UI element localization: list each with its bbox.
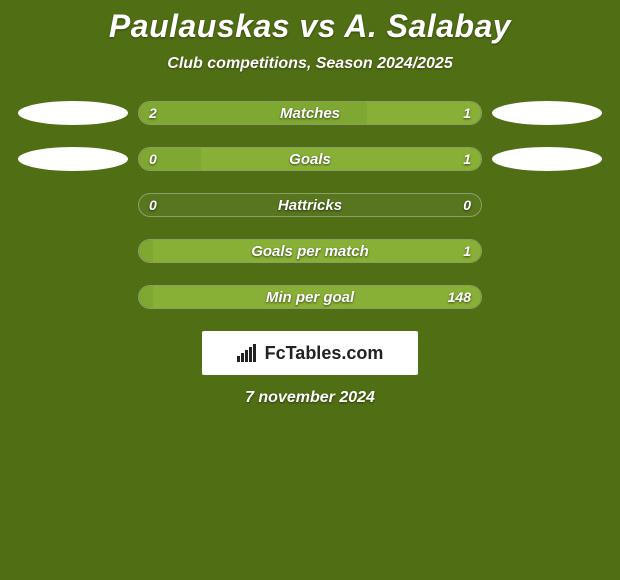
page-title: Paulauskas vs A. Salabay — [0, 8, 620, 45]
comparison-infographic: Paulauskas vs A. Salabay Club competitio… — [0, 0, 620, 407]
player-avatar-left — [18, 101, 128, 125]
subtitle: Club competitions, Season 2024/2025 — [0, 55, 620, 73]
stat-row: Min per goal 148 — [0, 285, 620, 309]
avatar-slot-right — [482, 285, 612, 309]
stat-label: Goals — [139, 148, 481, 170]
stats-rows: 2 Matches 1 0 Goals 1 — [0, 101, 620, 309]
stat-value-right: 0 — [463, 194, 471, 216]
avatar-slot-left — [8, 193, 138, 217]
stat-bar: 0 Hattricks 0 — [138, 193, 482, 217]
stat-label: Hattricks — [139, 194, 481, 216]
stat-value-right: 1 — [463, 148, 471, 170]
stat-bar: Min per goal 148 — [138, 285, 482, 309]
stat-value-right: 1 — [463, 102, 471, 124]
stat-value-right: 1 — [463, 240, 471, 262]
player-avatar-right — [492, 147, 602, 171]
avatar-slot-left — [8, 285, 138, 309]
player-avatar-right — [492, 101, 602, 125]
stat-row: 0 Goals 1 — [0, 147, 620, 171]
stat-value-right: 148 — [448, 286, 471, 308]
player-avatar-left — [18, 147, 128, 171]
chart-icon — [237, 344, 259, 362]
avatar-slot-right — [482, 101, 612, 125]
avatar-slot-right — [482, 239, 612, 263]
stat-bar: 0 Goals 1 — [138, 147, 482, 171]
stat-bar: Goals per match 1 — [138, 239, 482, 263]
stat-row: Goals per match 1 — [0, 239, 620, 263]
branding-badge: FcTables.com — [202, 331, 418, 375]
avatar-slot-left — [8, 101, 138, 125]
stat-label: Min per goal — [139, 286, 481, 308]
avatar-slot-left — [8, 147, 138, 171]
stat-row: 0 Hattricks 0 — [0, 193, 620, 217]
stat-bar: 2 Matches 1 — [138, 101, 482, 125]
branding-text: FcTables.com — [265, 343, 384, 364]
avatar-slot-right — [482, 147, 612, 171]
avatar-slot-left — [8, 239, 138, 263]
stat-label: Matches — [139, 102, 481, 124]
date-text: 7 november 2024 — [0, 389, 620, 407]
stat-row: 2 Matches 1 — [0, 101, 620, 125]
stat-label: Goals per match — [139, 240, 481, 262]
avatar-slot-right — [482, 193, 612, 217]
